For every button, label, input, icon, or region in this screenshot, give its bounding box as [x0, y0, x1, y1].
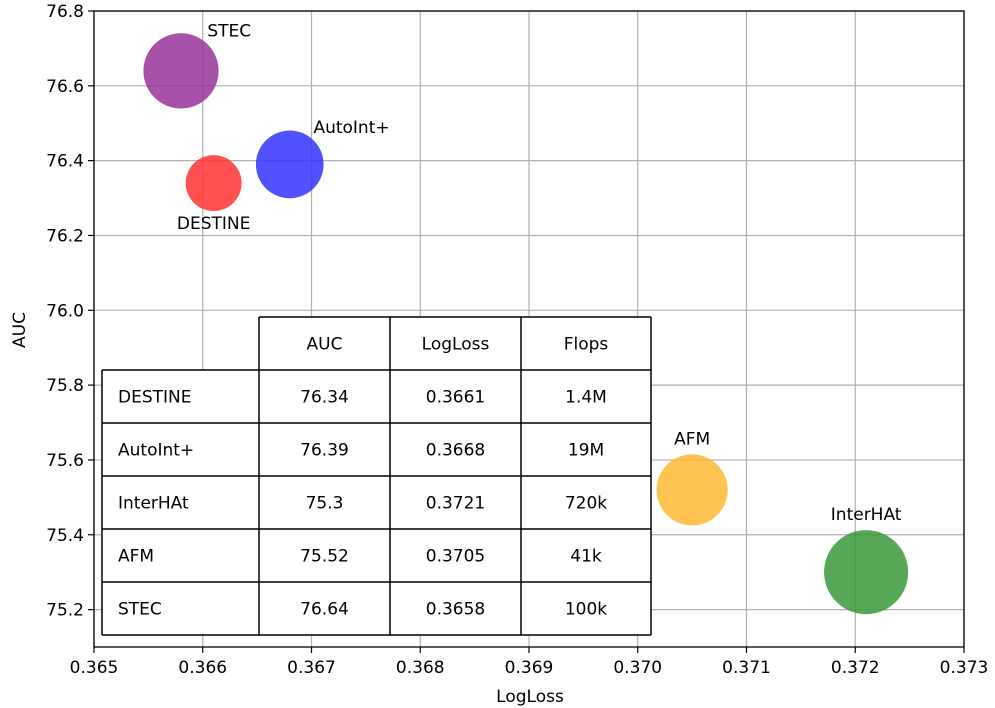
table-cell: 1.4M	[565, 388, 607, 408]
table-cell: 0.3721	[426, 494, 485, 514]
x-tick-label: 0.373	[940, 658, 989, 678]
y-tick-label: 76.4	[46, 152, 84, 172]
x-axis-label: LogLoss	[496, 687, 564, 707]
y-tick-label: 75.4	[46, 526, 84, 546]
point-label: InterHAt	[831, 505, 902, 525]
table-row-name: DESTINE	[118, 388, 191, 408]
point-label: AFM	[674, 429, 710, 449]
y-axis-label: AUC	[10, 312, 30, 348]
table-cell: 100k	[565, 600, 607, 620]
y-tick-label: 75.2	[46, 601, 84, 621]
table-cell: 0.3661	[426, 388, 485, 408]
x-tick-label: 0.372	[831, 658, 880, 678]
table-cell: 76.34	[300, 388, 349, 408]
point-afm	[656, 454, 728, 526]
x-tick-label: 0.367	[287, 658, 336, 678]
table-cell: 0.3705	[426, 547, 485, 567]
table-cell: 19M	[568, 441, 604, 461]
plot-frame	[93, 10, 965, 648]
x-tick-label: 0.368	[396, 658, 445, 678]
table-cell: 0.3668	[426, 441, 485, 461]
table-row-name: AFM	[118, 547, 154, 567]
point-label: DESTINE	[177, 214, 250, 234]
axes: 0.365 0.366 0.367 0.368 0.369 0.370 0.371 0.372…	[46, 2, 988, 678]
table-cell: 76.64	[300, 600, 349, 620]
table-row-name: STEC	[118, 600, 162, 620]
table-cell: 76.39	[300, 441, 349, 461]
y-tick-label: 76.2	[46, 226, 84, 246]
y-tick-label: 75.8	[46, 376, 84, 396]
table-column-header: LogLoss	[422, 335, 490, 355]
table-column-header: AUC	[307, 335, 343, 355]
table-cell: 720k	[565, 494, 607, 514]
y-tick-label: 76.6	[46, 77, 84, 97]
y-tick-label: 75.6	[46, 451, 84, 471]
table-cell: 41k	[570, 547, 602, 567]
x-tick-label: 0.371	[722, 658, 771, 678]
y-tick-label: 76.0	[46, 301, 84, 321]
table-column-header: Flops	[564, 335, 609, 355]
x-tick-label: 0.365	[70, 658, 119, 678]
point-label: STEC	[207, 22, 251, 42]
table-cell: 75.3	[306, 494, 344, 514]
table-cell: 75.52	[300, 547, 349, 567]
point-destine	[185, 155, 242, 212]
data-points: DESTINE AutoInt+ InterHAt AFM STEC	[143, 22, 909, 615]
x-tick-label: 0.369	[505, 658, 554, 678]
point-stec	[143, 33, 219, 109]
data-table: AUC LogLoss Flops DESTINE 76.34 0.3661 1.4M Aut…	[101, 316, 652, 636]
point-interhat	[824, 530, 909, 615]
table-row-name: AutoInt+	[118, 441, 194, 461]
point-autoint-	[255, 130, 324, 199]
point-label: AutoInt+	[313, 118, 389, 138]
x-tick-label: 0.366	[178, 658, 227, 678]
x-tick-label: 0.370	[613, 658, 662, 678]
table-row-name: InterHAt	[118, 494, 189, 514]
y-tick-label: 76.8	[46, 2, 84, 22]
table-cell: 0.3658	[426, 600, 485, 620]
